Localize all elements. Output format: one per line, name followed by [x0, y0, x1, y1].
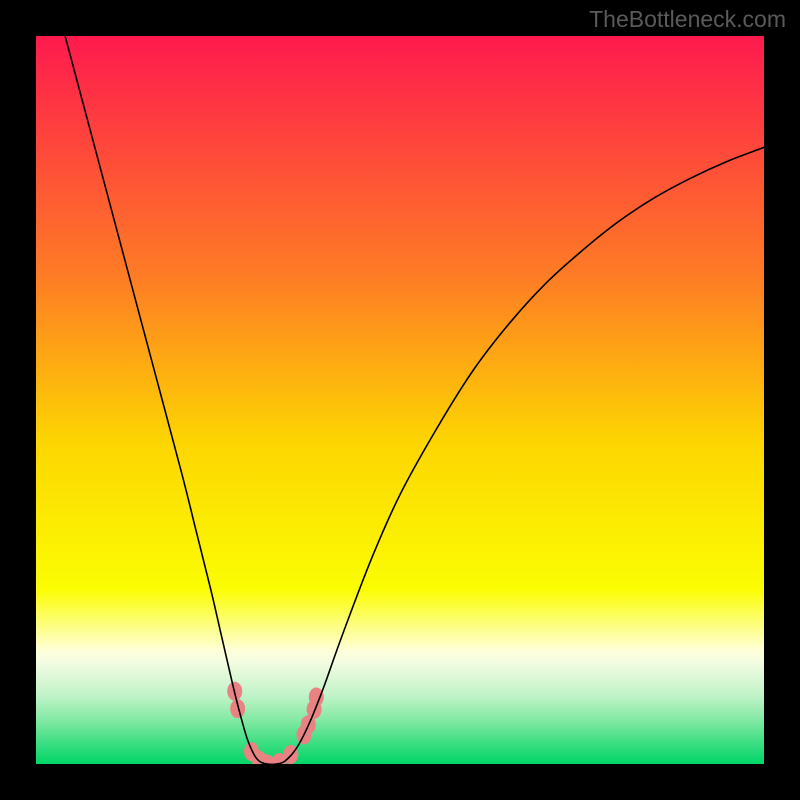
curve-marker [309, 688, 323, 706]
chart-canvas: TheBottleneck.com [0, 0, 800, 800]
bottleneck-curve [36, 0, 764, 764]
watermark-text: TheBottleneck.com [589, 6, 786, 33]
chart-svg [0, 0, 800, 800]
